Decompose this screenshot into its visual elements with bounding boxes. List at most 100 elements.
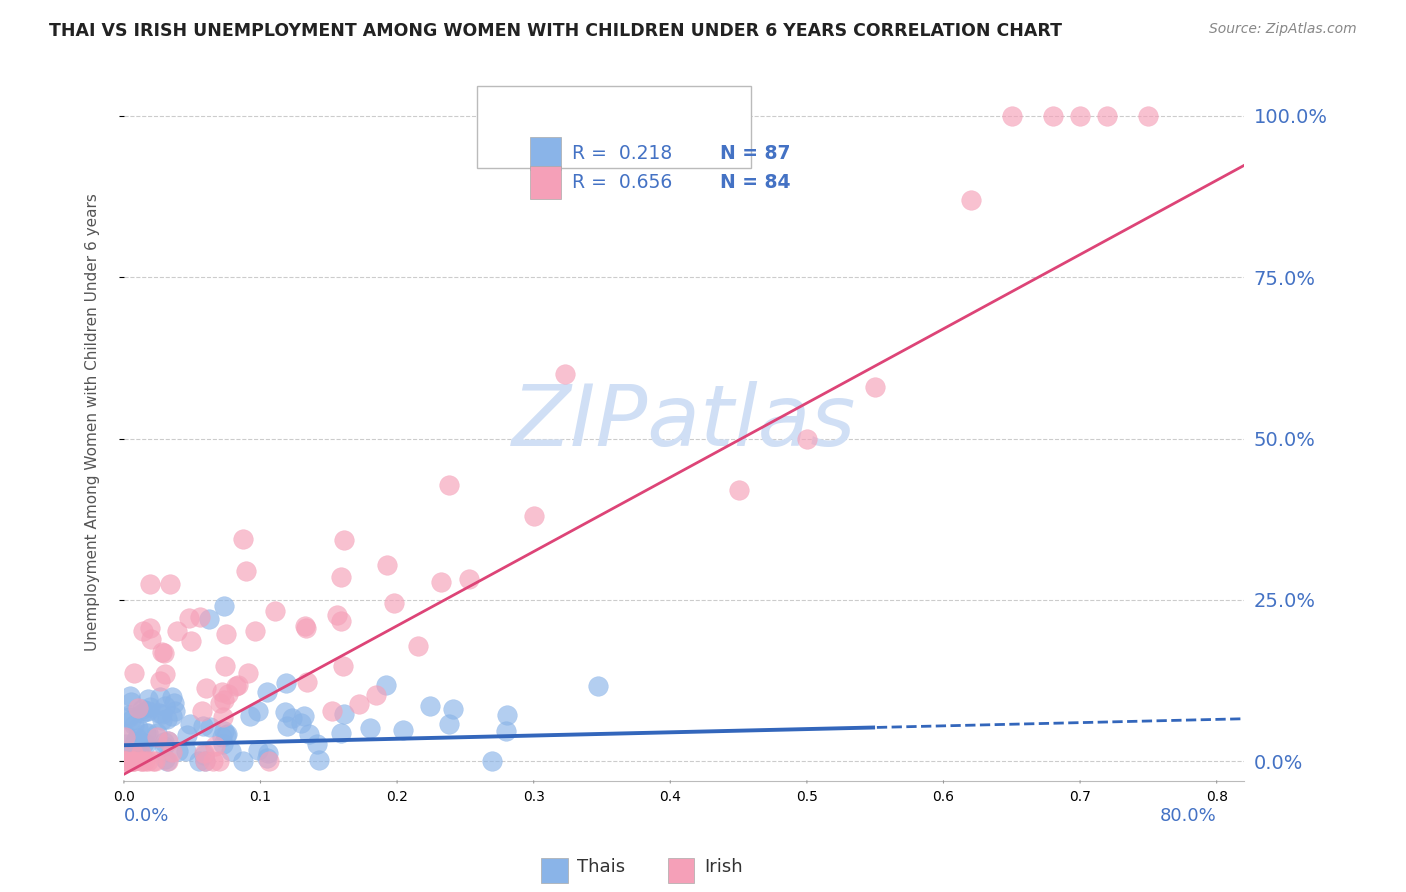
Point [308,753,330,767]
Point [212,693,235,707]
Point [276,718,298,732]
Point [150,645,173,659]
Point [136,726,159,740]
Point [281,710,304,724]
Point [121,755,143,769]
Point [236,665,259,680]
Point [364,688,387,702]
Point [225,679,247,693]
Point [586,679,609,693]
Point [122,666,145,681]
Point [214,599,236,614]
Point [114,727,136,741]
Point [131,702,153,716]
Point [136,704,159,718]
Point [382,596,405,610]
Point [195,681,218,695]
Point [495,723,517,738]
Text: Thais: Thais [578,858,626,876]
Point [349,697,371,711]
Point [152,735,174,749]
Text: ZIPatlas: ZIPatlas [512,381,856,464]
Point [156,734,179,748]
Point [441,702,464,716]
Point [211,730,233,744]
Point [150,713,173,727]
Point [274,675,297,690]
Point [129,746,152,760]
Point [122,746,145,760]
Point [139,577,162,591]
Point [204,739,226,753]
Point [211,685,233,699]
Point [117,751,139,765]
Point [796,432,818,446]
Point [330,615,353,629]
Point [166,744,188,758]
Point [160,690,183,704]
Point [863,380,886,394]
Point [217,727,239,741]
Point [1042,109,1064,123]
Point [217,687,239,701]
Point [295,621,318,635]
Point [321,704,343,718]
Point [437,478,460,492]
Point [264,604,287,618]
Point [153,699,176,714]
Point [118,710,141,724]
Point [212,724,235,739]
Point [179,717,201,731]
Point [156,712,179,726]
Point [146,730,169,744]
Point [176,728,198,742]
Point [114,755,136,769]
Point [554,367,576,381]
Point [297,675,319,690]
Point [114,755,136,769]
Point [406,640,429,654]
Point [429,575,451,590]
Point [136,691,159,706]
Point [139,621,162,635]
Point [375,558,398,572]
Text: Irish: Irish [704,858,742,876]
Point [235,565,257,579]
Point [149,674,172,689]
Point [174,744,197,758]
Point [134,736,156,750]
Point [127,722,149,736]
Point [129,738,152,752]
Point [122,718,145,732]
Point [232,532,254,546]
Point [256,685,278,699]
Point [131,706,153,721]
Y-axis label: Unemployment Among Women with Children Under 6 years: Unemployment Among Women with Children U… [86,194,100,651]
Point [148,706,170,721]
Point [152,739,174,753]
Point [145,755,167,769]
Point [129,755,152,769]
Point [114,730,136,744]
Text: THAI VS IRISH UNEMPLOYMENT AMONG WOMEN WITH CHILDREN UNDER 6 YEARS CORRELATION C: THAI VS IRISH UNEMPLOYMENT AMONG WOMEN W… [49,22,1062,40]
Point [177,610,200,624]
Point [160,745,183,759]
Point [727,483,749,498]
Point [134,755,156,769]
Point [326,608,349,623]
Point [120,690,142,704]
Point [332,707,354,722]
Point [135,726,157,740]
Point [187,755,209,769]
Point [959,193,981,207]
Point [194,755,217,769]
Point [523,508,546,523]
Point [232,755,254,769]
Point [157,734,180,748]
Point [359,721,381,735]
Point [194,755,217,769]
Point [120,695,142,709]
Point [145,726,167,740]
Text: R =  0.218: R = 0.218 [572,144,672,163]
Point [375,678,398,692]
